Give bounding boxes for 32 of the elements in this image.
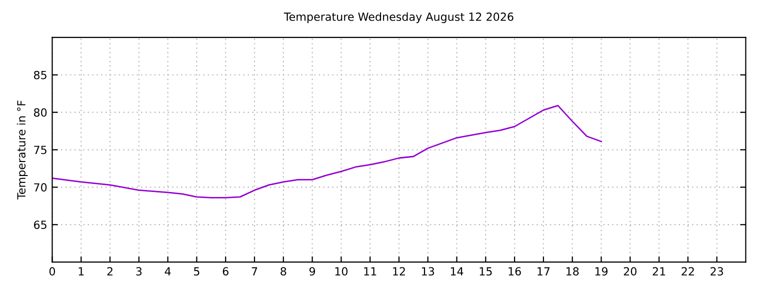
x-tick-label: 18 bbox=[566, 267, 579, 276]
x-tick-label: 4 bbox=[164, 267, 171, 276]
x-tick-label: 22 bbox=[682, 267, 694, 276]
x-tick-label: 14 bbox=[450, 267, 464, 276]
x-tick-label: 21 bbox=[652, 267, 666, 276]
x-tick-label: 16 bbox=[508, 267, 521, 276]
x-tick-label: 0 bbox=[49, 267, 56, 276]
y-tick-label: 70 bbox=[34, 183, 47, 192]
x-tick-label: 19 bbox=[595, 267, 608, 276]
x-tick-label: 15 bbox=[480, 267, 492, 276]
chart-title: Temperature Wednesday August 12 2026 bbox=[284, 12, 514, 24]
x-tick-label: 13 bbox=[422, 267, 434, 276]
y-tick-label: 80 bbox=[34, 108, 47, 117]
x-tick-label: 6 bbox=[222, 267, 228, 276]
x-tick-label: 5 bbox=[194, 267, 200, 276]
y-tick-label: 75 bbox=[34, 146, 46, 154]
x-tick-label: 7 bbox=[252, 267, 258, 276]
x-tick-label: 10 bbox=[335, 267, 348, 276]
x-tick-label: 8 bbox=[280, 267, 286, 276]
x-tick-label: 9 bbox=[309, 267, 316, 276]
x-tick-label: 23 bbox=[710, 267, 724, 276]
x-tick-label: 2 bbox=[107, 267, 112, 276]
x-tick-label: 11 bbox=[364, 267, 376, 276]
x-tick-label: 3 bbox=[136, 267, 142, 276]
x-tick-label: 1 bbox=[78, 267, 84, 276]
y-tick-label: 85 bbox=[34, 70, 46, 80]
x-tick-label: 20 bbox=[624, 267, 636, 276]
y-tick-label: 65 bbox=[34, 220, 46, 230]
x-tick-label: 17 bbox=[538, 267, 550, 276]
y-axis-title: Temperature in °F bbox=[16, 100, 28, 200]
line-series bbox=[52, 104, 602, 198]
x-tick-label: 12 bbox=[393, 267, 405, 276]
